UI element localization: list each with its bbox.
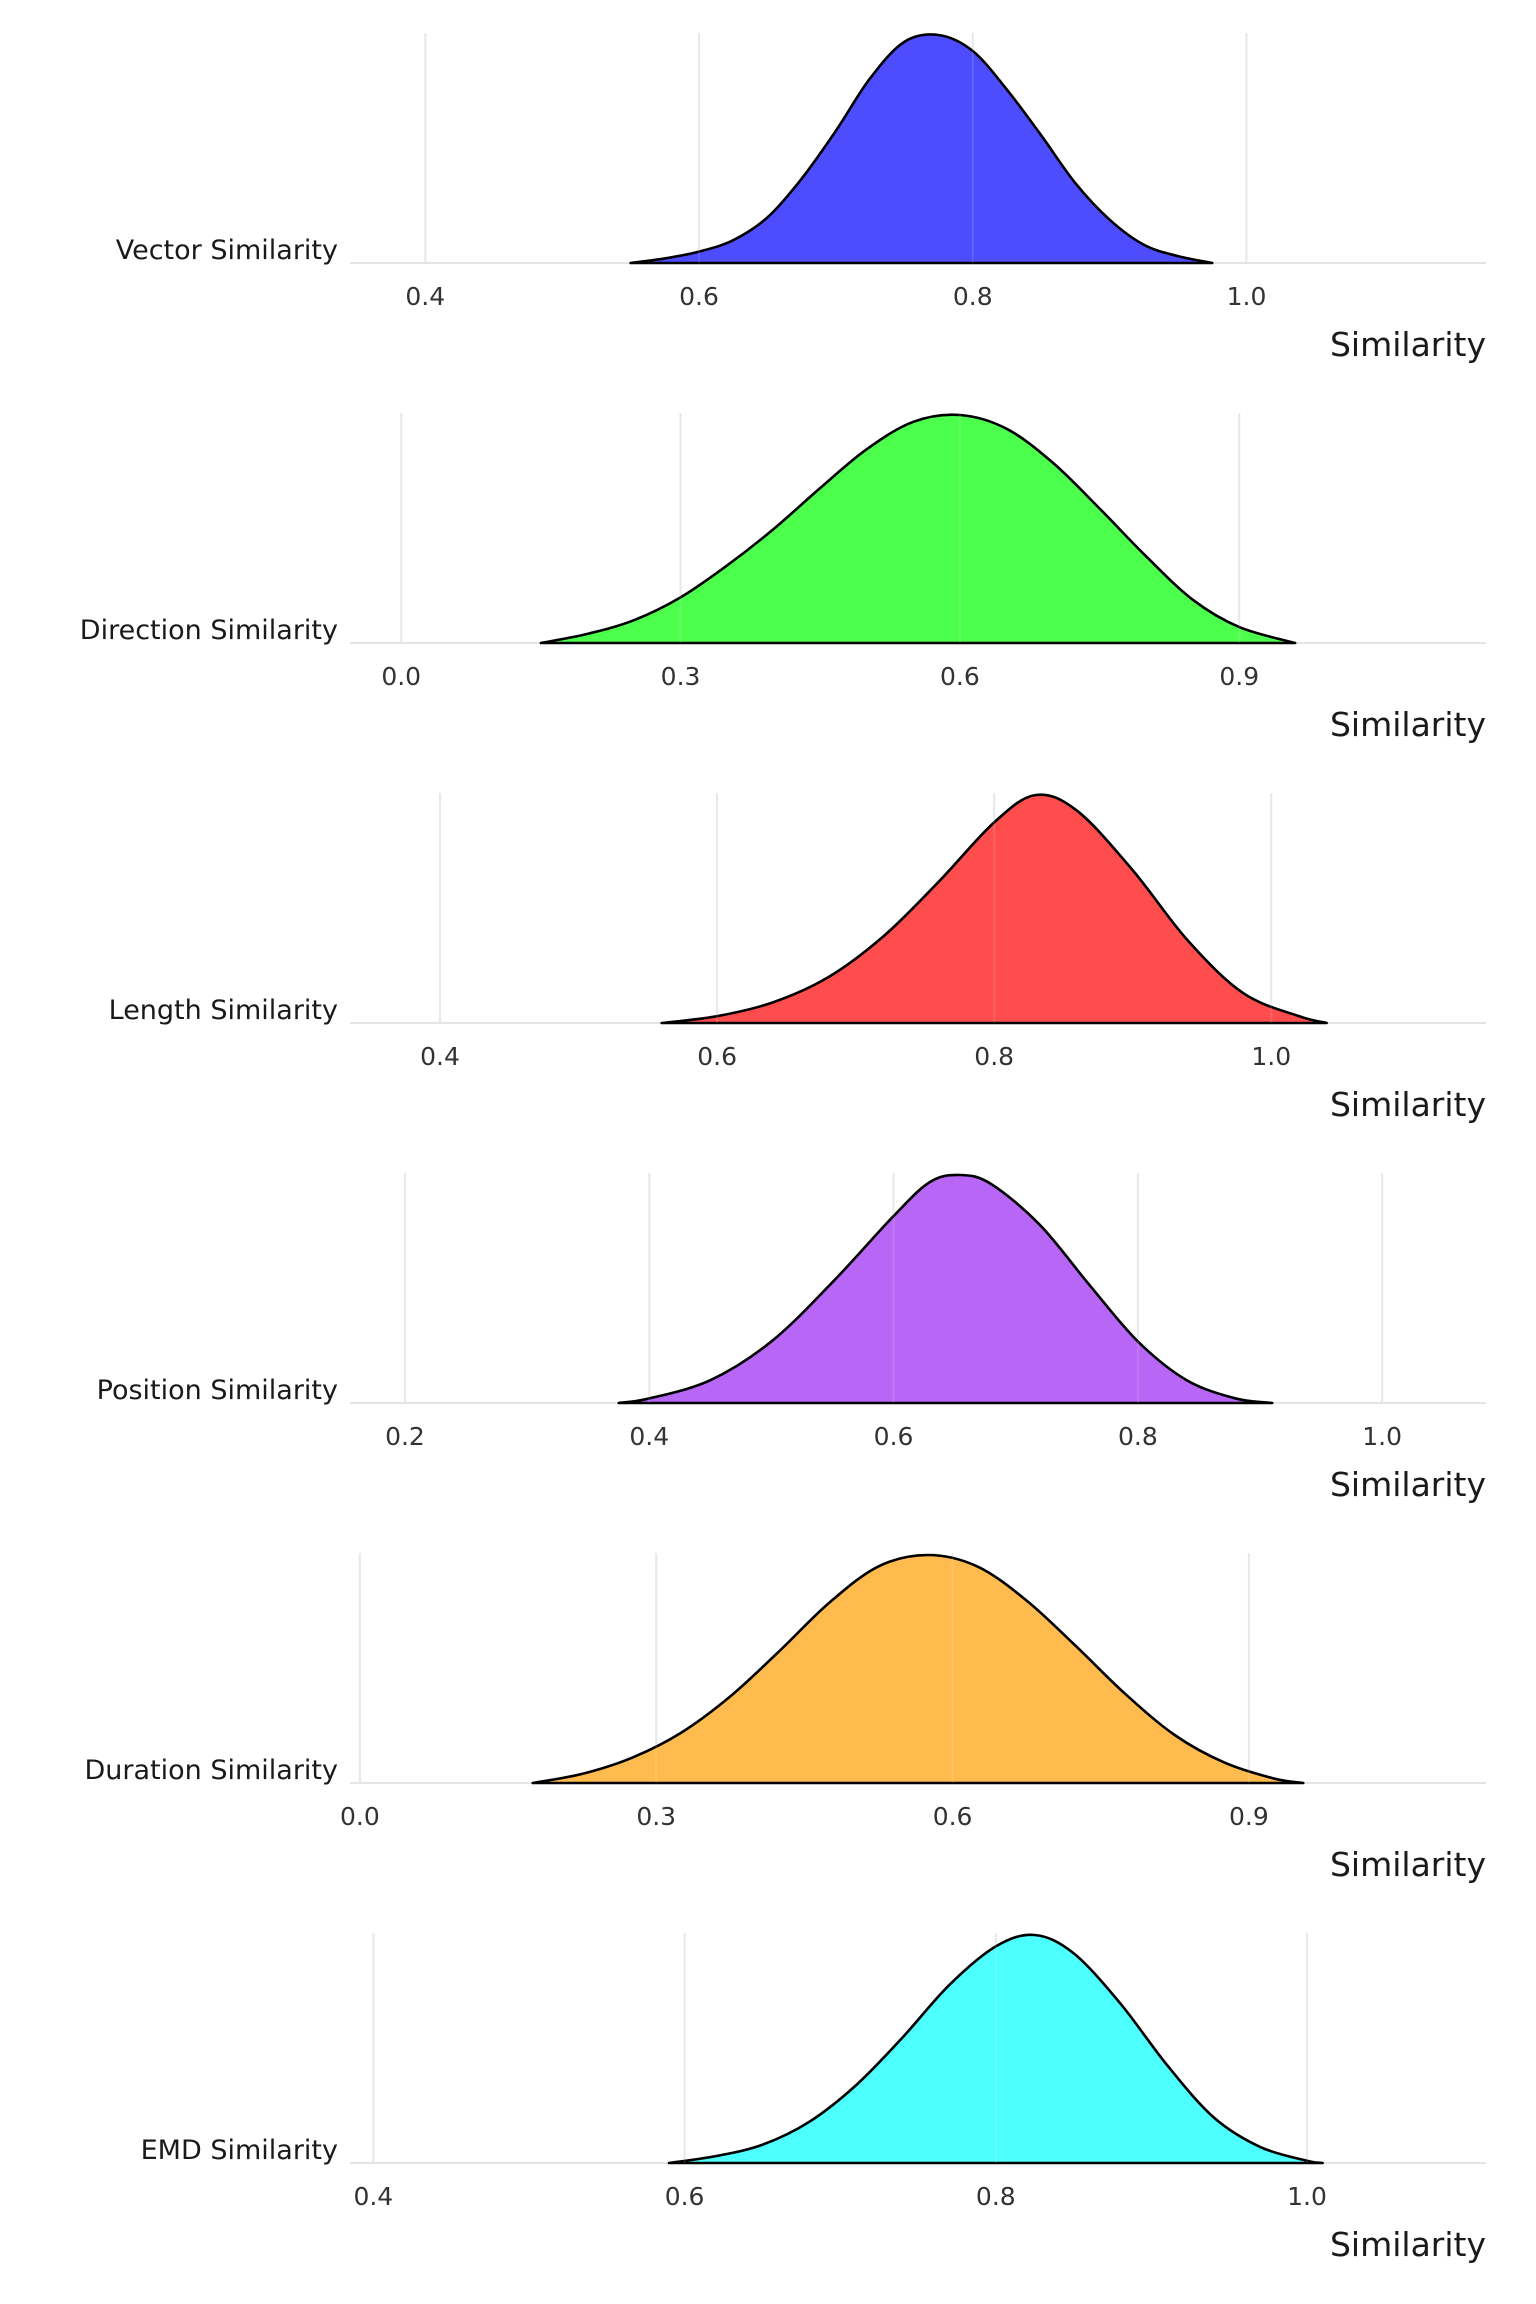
panel-5: 0.4 0.6 0.8 1.0 EMD Similarity Similarity [141,1933,1486,2264]
tick-label: 0.6 [933,1802,973,1831]
x-axis-title: Similarity [1330,705,1486,744]
category-label: Position Similarity [97,1375,338,1406]
panel-2: 0.4 0.6 0.8 1.0 Length Similarity Similarity [109,793,1486,1124]
density-area [629,33,1214,265]
tick-label: 0.4 [405,282,445,311]
tick-label: 0.3 [661,662,701,691]
density-area [667,1933,1324,2165]
tick-label: 0.9 [1229,1802,1269,1831]
tick-label: 0.8 [953,282,993,311]
tick-label: 0.4 [353,2182,393,2211]
tick-label: 1.0 [1227,282,1267,311]
x-axis-title: Similarity [1330,1845,1486,1884]
tick-label: 0.4 [420,1042,460,1071]
tick-label: 0.8 [1118,1422,1158,1451]
category-label: Duration Similarity [84,1755,338,1786]
panel-0: 0.4 0.6 0.8 1.0 Vector Similarity Similarity [116,33,1486,364]
tick-label: 0.8 [976,2182,1016,2211]
tick-label: 0.6 [697,1042,737,1071]
density-area [660,793,1328,1025]
category-label: Direction Similarity [80,615,338,646]
x-axis-title: Similarity [1330,1085,1486,1124]
x-axis-title: Similarity [1330,2225,1486,2264]
tick-label: 0.6 [874,1422,914,1451]
tick-label: 0.6 [679,282,719,311]
density-area [539,413,1297,645]
tick-label: 1.0 [1287,2182,1327,2211]
tick-label: 0.6 [940,662,980,691]
density-area [531,1553,1305,1785]
category-label: EMD Similarity [141,2135,338,2166]
density-area [617,1173,1274,1405]
tick-label: 0.0 [381,662,421,691]
tick-label: 0.6 [665,2182,705,2211]
panel-3: 0.2 0.4 0.6 0.8 1.0 Position Similarity Simila… [97,1173,1486,1504]
tick-label: 0.9 [1219,662,1259,691]
tick-label: 1.0 [1251,1042,1291,1071]
tick-label: 0.2 [385,1422,425,1451]
category-label: Length Similarity [109,995,338,1026]
x-axis-title: Similarity [1330,1465,1486,1504]
x-axis-title: Similarity [1330,325,1486,364]
tick-label: 0.0 [340,1802,380,1831]
tick-label: 0.8 [974,1042,1014,1071]
panel-1: 0.0 0.3 0.6 0.9 Direction Similarity Similari… [80,413,1486,744]
tick-label: 1.0 [1362,1422,1402,1451]
tick-label: 0.4 [629,1422,669,1451]
category-label: Vector Similarity [116,235,338,266]
tick-label: 0.3 [636,1802,676,1831]
panel-4: 0.0 0.3 0.6 0.9 Duration Similarity Similarit… [84,1553,1486,1884]
